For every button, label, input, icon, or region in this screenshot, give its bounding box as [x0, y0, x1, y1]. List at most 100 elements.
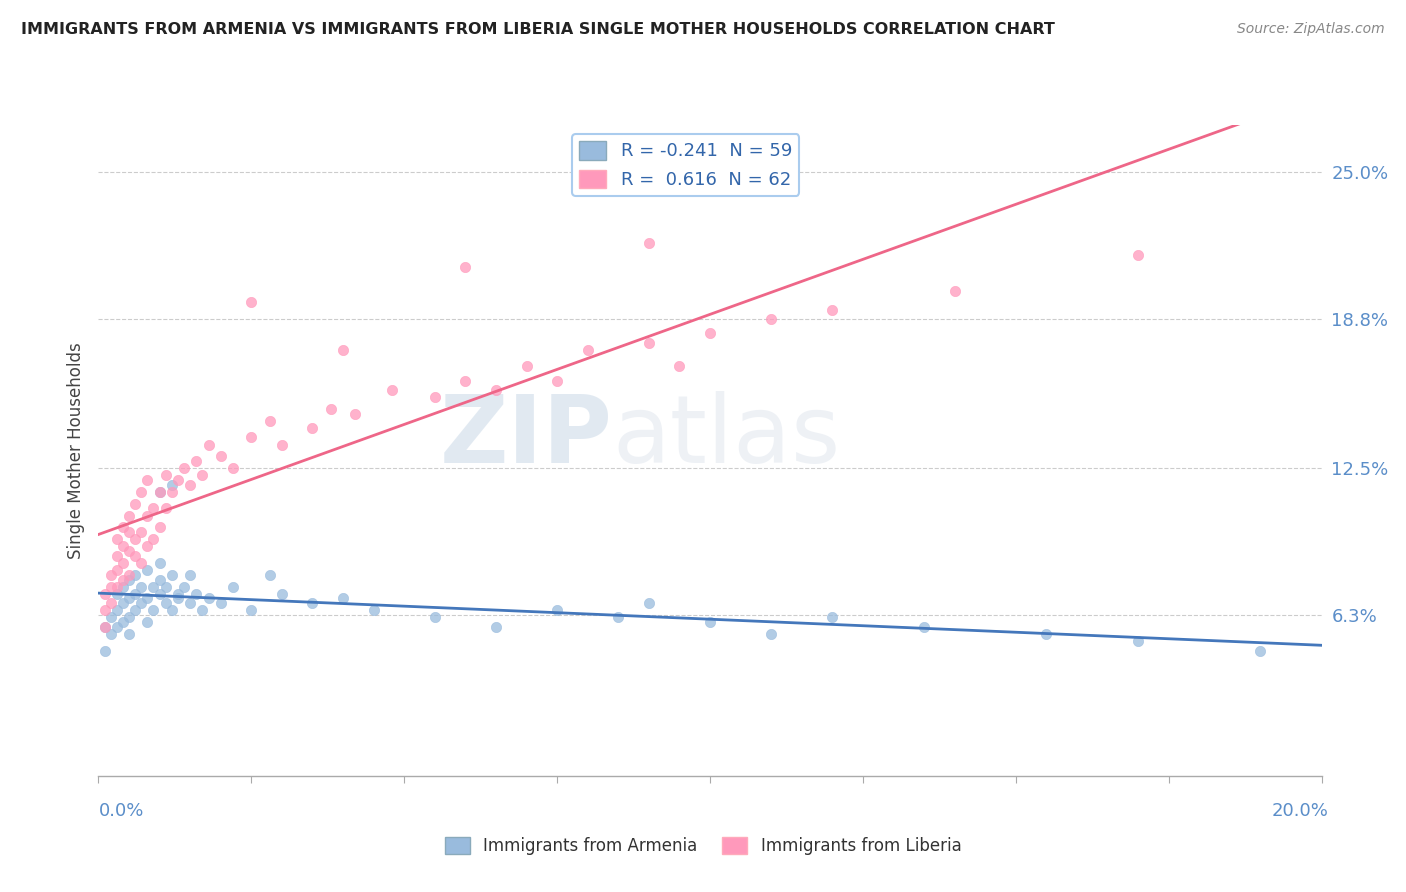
Point: [912, 620, 935, 634]
Point: [149, 587, 172, 601]
Point: [186, 454, 208, 468]
Point: [105, 603, 128, 617]
Point: [111, 596, 134, 610]
Point: [105, 580, 128, 594]
Point: [142, 533, 165, 547]
Point: [1128, 634, 1150, 648]
Text: ZIP: ZIP: [439, 392, 612, 483]
Point: [100, 610, 122, 624]
Point: [197, 591, 219, 606]
Point: [118, 544, 141, 558]
Point: [93, 620, 115, 634]
Point: [699, 326, 721, 341]
Point: [136, 563, 159, 577]
Text: Source: ZipAtlas.com: Source: ZipAtlas.com: [1237, 22, 1385, 37]
Legend: R = -0.241  N = 59, R =  0.616  N = 62: R = -0.241 N = 59, R = 0.616 N = 62: [572, 134, 799, 196]
Point: [191, 603, 214, 617]
Point: [546, 374, 568, 388]
Point: [1249, 643, 1271, 657]
Point: [111, 615, 134, 629]
Point: [93, 603, 115, 617]
Point: [332, 591, 354, 606]
Point: [93, 587, 115, 601]
Point: [943, 284, 966, 298]
Point: [637, 335, 661, 350]
Point: [516, 359, 538, 374]
Point: [129, 580, 152, 594]
Point: [111, 520, 134, 534]
Point: [136, 615, 159, 629]
Point: [191, 468, 214, 483]
Point: [93, 620, 115, 634]
Legend: Immigrants from Armenia, Immigrants from Liberia: Immigrants from Armenia, Immigrants from…: [439, 830, 967, 862]
Point: [100, 596, 122, 610]
Point: [344, 407, 367, 421]
Point: [105, 533, 128, 547]
Point: [136, 473, 159, 487]
Point: [155, 468, 177, 483]
Point: [142, 501, 165, 516]
Point: [105, 563, 128, 577]
Point: [100, 567, 122, 582]
Point: [821, 302, 844, 317]
Point: [668, 359, 690, 374]
Point: [332, 343, 354, 357]
Point: [454, 260, 477, 274]
Point: [118, 508, 141, 523]
Point: [186, 587, 208, 601]
Point: [222, 461, 245, 475]
Point: [240, 430, 263, 444]
Point: [136, 540, 159, 554]
Point: [301, 596, 323, 610]
Point: [142, 603, 165, 617]
Point: [270, 437, 292, 451]
Point: [485, 620, 508, 634]
Point: [124, 567, 146, 582]
Point: [259, 567, 281, 582]
Point: [259, 414, 281, 428]
Text: IMMIGRANTS FROM ARMENIA VS IMMIGRANTS FROM LIBERIA SINGLE MOTHER HOUSEHOLDS CORR: IMMIGRANTS FROM ARMENIA VS IMMIGRANTS FR…: [21, 22, 1054, 37]
Point: [423, 390, 446, 404]
Point: [129, 484, 152, 499]
Point: [197, 437, 219, 451]
Point: [179, 596, 201, 610]
Point: [105, 587, 128, 601]
Point: [124, 587, 146, 601]
Point: [111, 540, 134, 554]
Point: [149, 556, 172, 570]
Point: [160, 603, 183, 617]
Point: [118, 525, 141, 540]
Point: [167, 587, 190, 601]
Point: [607, 610, 630, 624]
Point: [759, 627, 782, 641]
Point: [637, 236, 661, 251]
Point: [105, 620, 128, 634]
Point: [160, 567, 183, 582]
Point: [136, 508, 159, 523]
Point: [136, 591, 159, 606]
Point: [222, 580, 245, 594]
Point: [160, 484, 183, 499]
Point: [100, 627, 122, 641]
Text: 20.0%: 20.0%: [1272, 802, 1329, 820]
Point: [546, 603, 568, 617]
Y-axis label: Single Mother Households: Single Mother Households: [66, 343, 84, 558]
Point: [149, 520, 172, 534]
Point: [821, 610, 844, 624]
Point: [759, 312, 782, 326]
Point: [118, 567, 141, 582]
Point: [173, 461, 195, 475]
Point: [129, 525, 152, 540]
Point: [381, 383, 404, 397]
Text: 0.0%: 0.0%: [98, 802, 143, 820]
Point: [167, 473, 190, 487]
Point: [209, 450, 232, 464]
Point: [1035, 627, 1057, 641]
Point: [118, 610, 141, 624]
Point: [129, 556, 152, 570]
Point: [155, 580, 177, 594]
Point: [111, 573, 134, 587]
Point: [699, 615, 721, 629]
Point: [100, 580, 122, 594]
Point: [454, 374, 477, 388]
